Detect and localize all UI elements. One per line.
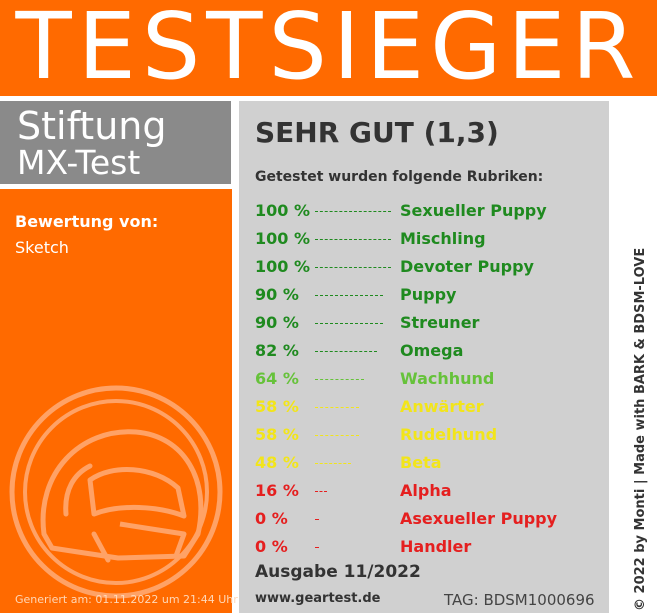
result-row: 64 % Wachhund <box>255 365 595 393</box>
result-row: 0 % Asexueller Puppy <box>255 505 595 533</box>
rated-by-value: Sketch <box>15 238 69 257</box>
left-panel: Stiftung MX-Test Bewertung von: Sketch G… <box>0 101 238 613</box>
result-percent: 100 % <box>255 229 310 248</box>
result-percent: 100 % <box>255 257 310 276</box>
result-percent: 16 % <box>255 481 299 500</box>
result-category: Anwärter <box>400 397 484 416</box>
brand-box: Stiftung MX-Test <box>0 101 232 189</box>
result-dashes <box>315 407 359 408</box>
result-category: Streuner <box>400 313 480 332</box>
result-category: Omega <box>400 341 464 360</box>
result-dashes <box>315 547 319 548</box>
result-category: Puppy <box>400 285 457 304</box>
result-category: Alpha <box>400 481 452 500</box>
result-row: 0 % Handler <box>255 533 595 561</box>
result-percent: 64 % <box>255 369 299 388</box>
brand-subname: MX-Test <box>17 143 141 182</box>
motocross-helmet-icon <box>9 385 223 599</box>
result-percent: 82 % <box>255 341 299 360</box>
rated-by-label: Bewertung von: <box>15 212 159 231</box>
generated-timestamp: Generiert am: 01.11.2022 um 21:44 Uhr <box>15 593 238 606</box>
result-percent: 0 % <box>255 537 288 556</box>
result-category: Devoter Puppy <box>400 257 534 276</box>
result-category: Wachhund <box>400 369 495 388</box>
result-row: 82 % Omega <box>255 337 595 365</box>
result-dashes <box>315 435 359 436</box>
brand-name: Stiftung <box>17 104 167 148</box>
result-dashes <box>315 295 383 296</box>
result-row: 48 % Beta <box>255 449 595 477</box>
result-dashes <box>315 211 391 212</box>
categories-heading: Getestet wurden folgende Rubriken: <box>255 169 544 185</box>
result-dashes <box>315 267 391 268</box>
result-percent: 48 % <box>255 453 299 472</box>
result-category: Handler <box>400 537 472 556</box>
result-row: 90 % Puppy <box>255 281 595 309</box>
result-percent: 0 % <box>255 509 288 528</box>
result-category: Rudelhund <box>400 425 498 444</box>
result-percent: 90 % <box>255 313 299 332</box>
result-row: 100 % Sexueller Puppy <box>255 197 595 225</box>
result-category: Sexueller Puppy <box>400 201 547 220</box>
result-row: 58 % Anwärter <box>255 393 595 421</box>
result-row: 16 % Alpha <box>255 477 595 505</box>
issue-label: Ausgabe 11/2022 <box>255 562 421 582</box>
result-category: Asexueller Puppy <box>400 509 558 528</box>
tag-label: TAG: BDSM1000696 <box>444 591 595 609</box>
result-category: Mischling <box>400 229 486 248</box>
results-panel: SEHR GUT (1,3) Getestet wurden folgende … <box>239 101 609 613</box>
verdict-grade: SEHR GUT (1,3) <box>255 116 499 149</box>
result-percent: 90 % <box>255 285 299 304</box>
result-percent: 100 % <box>255 201 310 220</box>
result-dashes <box>315 239 391 240</box>
website-label: www.geartest.de <box>255 591 381 606</box>
result-category: Beta <box>400 453 442 472</box>
result-dashes <box>315 351 377 352</box>
banner: TESTSIEGER <box>0 0 657 96</box>
side-credit-strip: © 2022 by Monti | Made with BARK & BDSM-… <box>609 101 657 613</box>
result-row: 58 % Rudelhund <box>255 421 595 449</box>
result-row: 100 % Mischling <box>255 225 595 253</box>
result-dashes <box>315 491 327 492</box>
result-dashes <box>315 323 383 324</box>
result-percent: 58 % <box>255 397 299 416</box>
result-row: 90 % Streuner <box>255 309 595 337</box>
result-percent: 58 % <box>255 425 299 444</box>
side-credit: © 2022 by Monti | Made with BARK & BDSM-… <box>633 247 648 611</box>
result-row: 100 % Devoter Puppy <box>255 253 595 281</box>
result-dashes <box>315 463 351 464</box>
result-dashes <box>315 379 364 380</box>
result-dashes <box>315 519 319 520</box>
banner-title: TESTSIEGER <box>15 0 642 96</box>
